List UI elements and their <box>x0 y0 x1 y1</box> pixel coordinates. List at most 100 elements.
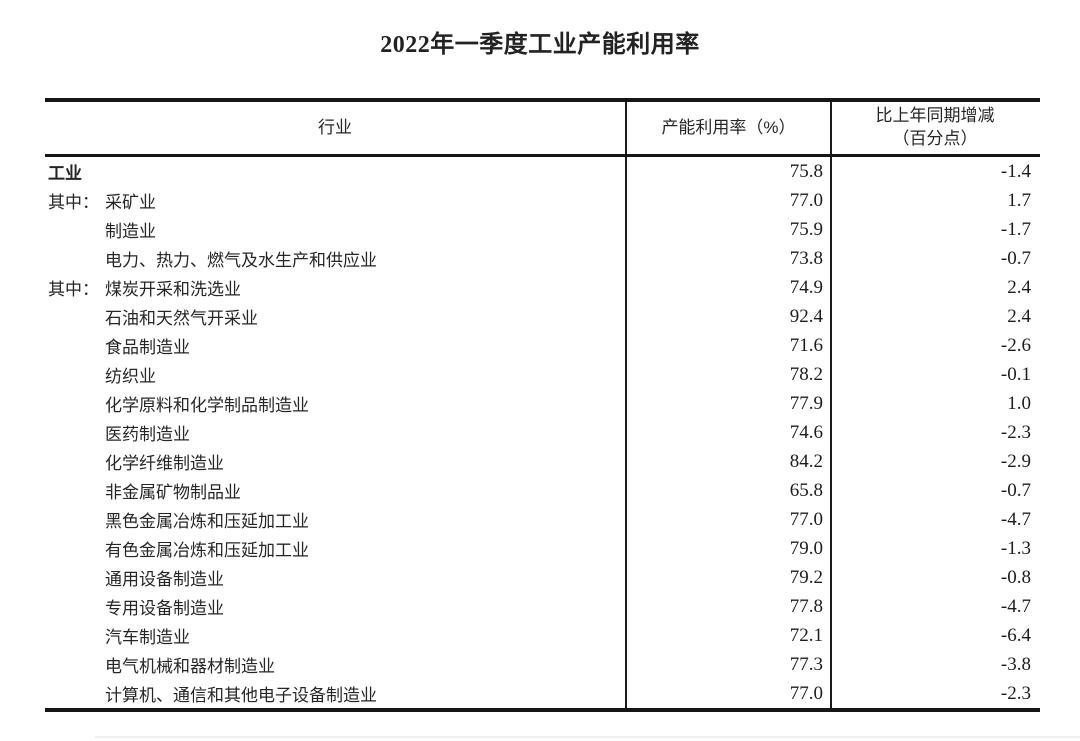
industry-cell: 其中： 采矿业 <box>45 186 625 215</box>
table-body: 工业 75.8 -1.4 其中： 采矿业 77.0 1.7 制造业 75.9 -… <box>45 157 1040 708</box>
change-value: 2.4 <box>1007 276 1031 298</box>
industry-name: 工业 <box>48 164 82 183</box>
rate-cell: 75.9 <box>625 215 832 244</box>
rate-cell: 65.8 <box>625 476 832 505</box>
table-row: 食品制造业 71.6 -2.6 <box>45 331 1040 360</box>
rate-cell: 73.8 <box>625 244 832 273</box>
change-cell: -2.6 <box>832 331 1038 360</box>
change-value: -3.8 <box>1000 653 1031 675</box>
table-row: 计算机、通信和其他电子设备制造业 77.0 -2.3 <box>45 679 1040 708</box>
industry-prefix: 其中： <box>48 193 99 212</box>
table-row: 电气机械和器材制造业 77.3 -3.8 <box>45 650 1040 679</box>
industry-cell: 通用设备制造业 <box>45 563 625 592</box>
industry-name: 有色金属冶炼和压延加工业 <box>105 541 309 560</box>
change-cell: 1.0 <box>832 389 1038 418</box>
change-value: -6.4 <box>1000 624 1031 646</box>
industry-name: 电力、热力、燃气及水生产和供应业 <box>105 251 377 270</box>
rate-value: 77.0 <box>789 508 823 530</box>
column-header-change-text: 比上年同期增减 （百分点） <box>876 105 995 151</box>
rate-cell: 74.6 <box>625 418 832 447</box>
table-row: 医药制造业 74.6 -2.3 <box>45 418 1040 447</box>
change-cell: -0.7 <box>832 244 1038 273</box>
change-value: -0.8 <box>1000 566 1031 588</box>
change-cell: -3.8 <box>832 650 1038 679</box>
change-value: -2.6 <box>1000 334 1031 356</box>
change-value: -0.7 <box>1000 247 1031 269</box>
table-header-row: 行业 产能利用率（%） 比上年同期增减 （百分点） <box>45 102 1040 157</box>
rate-value: 79.0 <box>789 537 823 559</box>
industry-cell: 其中： 煤炭开采和洗选业 <box>45 273 625 302</box>
table-row: 其中： 采矿业 77.0 1.7 <box>45 186 1040 215</box>
rate-cell: 77.8 <box>625 592 832 621</box>
industry-cell: 汽车制造业 <box>45 621 625 650</box>
column-header-change-line2: （百分点） <box>892 129 978 148</box>
rate-cell: 77.3 <box>625 650 832 679</box>
change-value: -1.7 <box>1000 218 1031 240</box>
rate-cell: 77.0 <box>625 505 832 534</box>
bottom-artifact <box>95 736 1080 738</box>
industry-cell: 纺织业 <box>45 360 625 389</box>
column-header-change: 比上年同期增减 （百分点） <box>832 102 1038 154</box>
rate-value: 92.4 <box>789 305 823 327</box>
change-cell: 2.4 <box>832 273 1038 302</box>
industry-cell: 石油和天然气开采业 <box>45 302 625 331</box>
change-value: -1.4 <box>1000 160 1031 182</box>
change-cell: -1.3 <box>832 534 1038 563</box>
change-cell: -4.7 <box>832 505 1038 534</box>
rate-value: 74.9 <box>789 276 823 298</box>
industry-name: 医药制造业 <box>105 425 190 444</box>
change-value: -1.3 <box>1000 537 1031 559</box>
change-cell: -2.3 <box>832 418 1038 447</box>
change-cell: -0.1 <box>832 360 1038 389</box>
industry-cell: 专用设备制造业 <box>45 592 625 621</box>
rate-value: 75.8 <box>789 160 823 182</box>
change-value: -4.7 <box>1000 595 1031 617</box>
rate-value: 77.9 <box>789 392 823 414</box>
industry-cell: 非金属矿物制品业 <box>45 476 625 505</box>
rate-cell: 77.9 <box>625 389 832 418</box>
industry-name: 专用设备制造业 <box>105 599 224 618</box>
industry-cell: 黑色金属冶炼和压延加工业 <box>45 505 625 534</box>
industry-name: 煤炭开采和洗选业 <box>105 280 241 299</box>
industry-cell: 电气机械和器材制造业 <box>45 650 625 679</box>
change-cell: -1.4 <box>832 157 1038 186</box>
rate-cell: 72.1 <box>625 621 832 650</box>
industry-name: 非金属矿物制品业 <box>105 483 241 502</box>
change-value: 1.0 <box>1007 392 1031 414</box>
industry-cell: 电力、热力、燃气及水生产和供应业 <box>45 244 625 273</box>
column-header-industry: 行业 <box>318 117 352 137</box>
table-row: 通用设备制造业 79.2 -0.8 <box>45 563 1040 592</box>
industry-name: 电气机械和器材制造业 <box>105 657 275 676</box>
industry-name: 黑色金属冶炼和压延加工业 <box>105 512 309 531</box>
rate-cell: 84.2 <box>625 447 832 476</box>
rate-value: 77.0 <box>789 682 823 704</box>
rate-cell: 77.0 <box>625 679 832 708</box>
rate-cell: 92.4 <box>625 302 832 331</box>
rate-cell: 77.0 <box>625 186 832 215</box>
industry-name: 制造业 <box>105 222 156 241</box>
industry-name: 石油和天然气开采业 <box>105 309 258 328</box>
industry-name: 汽车制造业 <box>105 628 190 647</box>
industry-cell: 化学原料和化学制品制造业 <box>45 389 625 418</box>
change-value: -0.1 <box>1000 363 1031 385</box>
rate-value: 73.8 <box>789 247 823 269</box>
table-row: 纺织业 78.2 -0.1 <box>45 360 1040 389</box>
rate-value: 71.6 <box>789 334 823 356</box>
industry-name: 化学原料和化学制品制造业 <box>105 396 309 415</box>
change-cell: -0.8 <box>832 563 1038 592</box>
industry-cell: 有色金属冶炼和压延加工业 <box>45 534 625 563</box>
change-cell: -6.4 <box>832 621 1038 650</box>
rate-value: 78.2 <box>789 363 823 385</box>
column-header-rate: 产能利用率（%） <box>625 102 832 154</box>
change-cell: 2.4 <box>832 302 1038 331</box>
change-cell: -0.7 <box>832 476 1038 505</box>
table-row: 电力、热力、燃气及水生产和供应业 73.8 -0.7 <box>45 244 1040 273</box>
rate-value: 84.2 <box>789 450 823 472</box>
table-row: 制造业 75.9 -1.7 <box>45 215 1040 244</box>
change-cell: -2.9 <box>832 447 1038 476</box>
table-row: 工业 75.8 -1.4 <box>45 157 1040 186</box>
capacity-utilization-table: 行业 产能利用率（%） 比上年同期增减 （百分点） 工业 75.8 -1.4 其… <box>45 98 1040 712</box>
rate-cell: 74.9 <box>625 273 832 302</box>
table-row: 黑色金属冶炼和压延加工业 77.0 -4.7 <box>45 505 1040 534</box>
